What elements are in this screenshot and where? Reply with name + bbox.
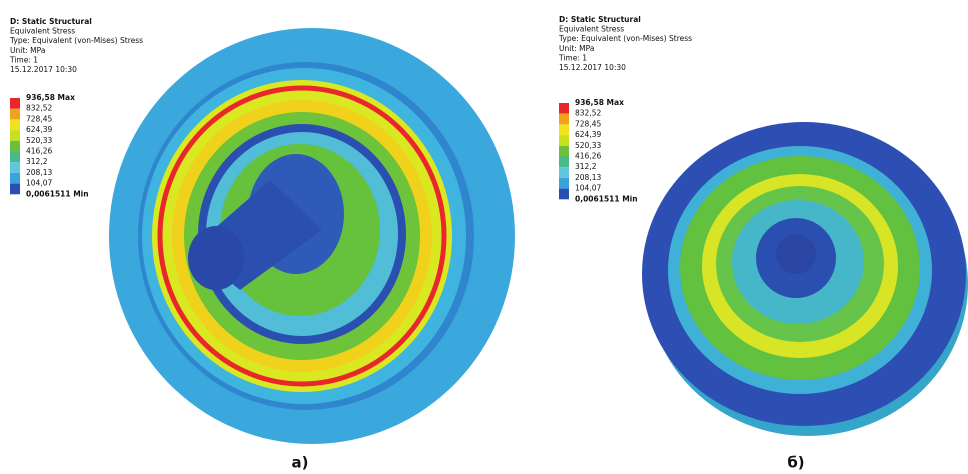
legend-label: 936,58 Max [575,98,624,107]
info-line: 15.12.2017 10:30 [559,63,626,72]
legend-swatch [559,124,569,135]
figure: а) б) D: Static StructuralEquivalent Str… [0,0,968,474]
info-line: Equivalent Stress [559,25,624,34]
info-line: Type: Equivalent (von-Mises) Stress [558,34,692,43]
legend-label: 832,52 [26,104,52,113]
legend-label: 520,33 [575,141,601,150]
legend-swatch [10,162,20,173]
legend-label: 416,26 [26,147,52,156]
legend-swatch [559,135,569,146]
legend-swatch [559,189,569,200]
caption: а) [292,454,309,472]
legend-label: 0,0061511 Min [26,189,89,198]
info-line: Unit: MPa [559,44,594,53]
model-b [642,122,968,436]
info-line: D: Static Structural [559,15,641,24]
legend-swatch [10,173,20,184]
caption: б) [787,454,804,472]
info-line: D: Static Structural [10,17,92,26]
legend-label: 312,2 [26,157,48,166]
legend-label: 312,2 [575,162,597,171]
legend-swatch [10,152,20,163]
legend-label: 728,45 [26,114,52,123]
legend-label: 208,13 [575,173,601,182]
legend-label: 208,13 [26,168,52,177]
legend-swatch [559,157,569,168]
legend-swatch [10,141,20,152]
legend-label: 624,39 [26,125,52,134]
legend-swatch [559,167,569,178]
legend-label: 936,58 Max [26,93,75,102]
legend-swatch [559,103,569,114]
legend-label: 104,07 [26,179,52,188]
legend-swatch [10,130,20,141]
info-line: Unit: MPa [10,46,45,55]
legend-swatch [559,114,569,125]
legend-swatch [559,146,569,157]
legend-swatch [10,98,20,109]
legend-swatch [10,109,20,120]
legend-label: 520,33 [26,136,52,145]
info-line: Time: 1 [558,53,587,62]
legend-swatch [10,119,20,130]
legend-label: 416,26 [575,152,601,161]
legend-label: 0,0061511 Min [575,194,638,203]
legend-label: 624,39 [575,130,601,139]
legend-label: 832,52 [575,109,601,118]
legend-swatch [10,184,20,195]
legend-swatch [559,178,569,189]
legend-label: 104,07 [575,184,601,193]
model-a [109,28,515,444]
info-line: Time: 1 [9,55,38,64]
info-line: 15.12.2017 10:30 [10,65,77,74]
info-line: Equivalent Stress [10,27,75,36]
legend-label: 728,45 [575,119,601,128]
info-line: Type: Equivalent (von-Mises) Stress [9,36,143,45]
